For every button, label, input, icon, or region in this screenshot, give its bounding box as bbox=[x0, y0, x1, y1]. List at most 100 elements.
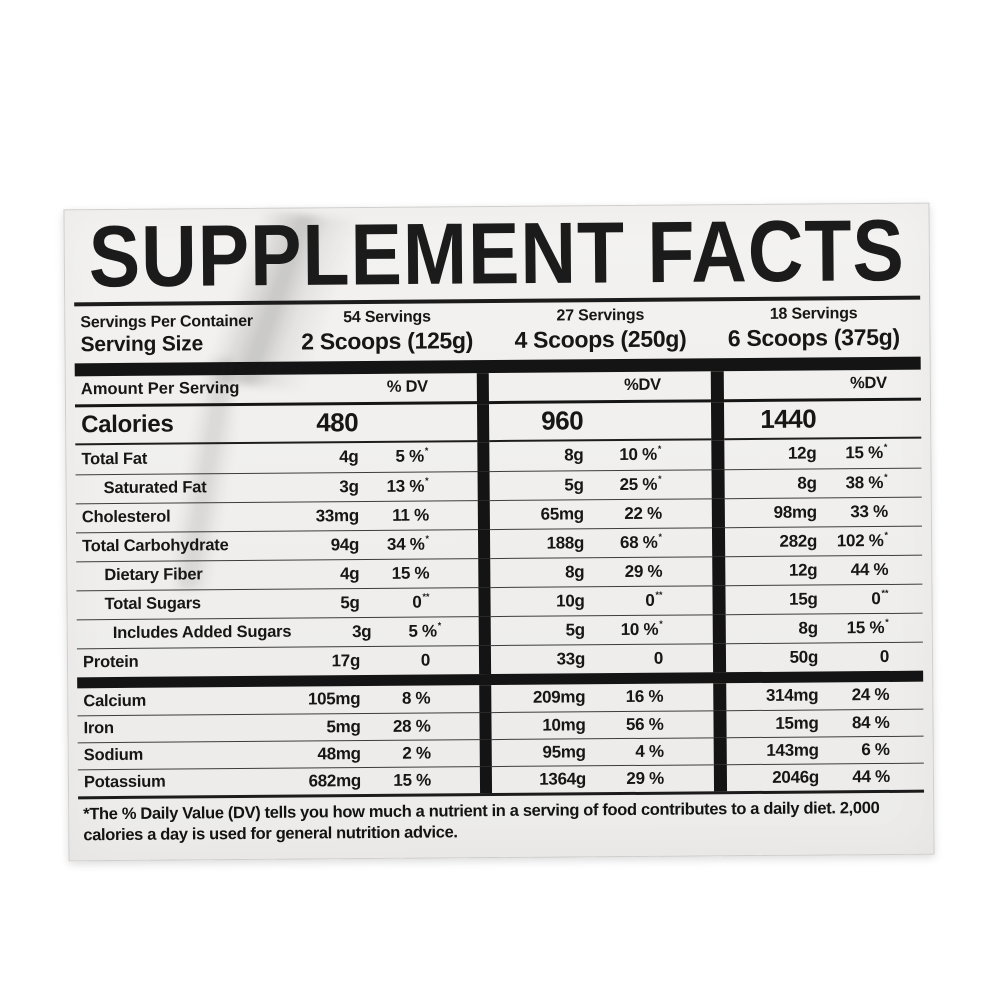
dv-value: 68 %* bbox=[619, 531, 663, 552]
column-group-3: 8g 38 %* bbox=[724, 467, 922, 498]
column-group-3: %DV bbox=[723, 369, 921, 402]
servings-per-container-label: Servings Per Container bbox=[80, 312, 253, 331]
column-group-2: 8g 29 % bbox=[490, 555, 713, 587]
daily-value-footnote: *The % Daily Value (DV) tells you how mu… bbox=[83, 798, 880, 845]
amount-value: 2046g bbox=[772, 766, 820, 787]
column-divider bbox=[712, 555, 726, 585]
dv-value: 5 %* bbox=[408, 619, 442, 641]
column-group-1: Calcium 105mg 8 % bbox=[77, 685, 479, 715]
nutrient-name: Cholesterol bbox=[81, 507, 171, 527]
serving-column-2: 27 Servings 4 Scoops (250g) bbox=[494, 306, 708, 354]
servings-count: 54 Servings bbox=[343, 308, 431, 326]
amount-value: 282g bbox=[779, 531, 818, 551]
amount-value: 50g bbox=[789, 646, 819, 667]
amount-value: 10g bbox=[556, 590, 585, 611]
amount-per-serving-label: Amount Per Serving bbox=[80, 379, 240, 399]
dv-footnote-mark: * bbox=[425, 533, 430, 544]
dv-value: 24 % bbox=[851, 684, 890, 705]
nutrient-name: Iron bbox=[83, 719, 114, 738]
nutrient-name: Saturated Fat bbox=[103, 478, 207, 498]
amount-value: 4g bbox=[339, 447, 359, 467]
amount-value: 17g bbox=[331, 650, 361, 670]
amount-value: 10mg bbox=[542, 714, 586, 735]
column-group-2: 10g 0** bbox=[490, 584, 713, 616]
column-divider bbox=[479, 738, 492, 766]
amount-value: 682mg bbox=[308, 770, 362, 791]
nutrient-name: Potassium bbox=[83, 772, 166, 792]
dv-value: 0 bbox=[879, 646, 890, 666]
amount-value: 1364g bbox=[539, 768, 587, 789]
dv-footnote-mark: * bbox=[657, 443, 662, 454]
column-group-1: Total Sugars 5g 0** bbox=[76, 586, 479, 619]
column-divider bbox=[711, 439, 725, 469]
column-divider bbox=[478, 557, 491, 587]
calories-label: Calories bbox=[81, 410, 174, 438]
dv-footnote-mark: * bbox=[659, 618, 663, 629]
dv-value: 56 % bbox=[625, 714, 664, 734]
column-group-3: 8g 15 %* bbox=[725, 612, 923, 643]
column-group-1: Saturated Fat 3g 13 %* bbox=[75, 470, 478, 503]
dv-header: % DV bbox=[386, 377, 428, 396]
dv-value: 6 % bbox=[861, 739, 890, 759]
empty-cell bbox=[358, 422, 428, 423]
nutrient-name: Protein bbox=[82, 652, 139, 672]
column-divider bbox=[711, 468, 725, 498]
calories-value: 480 bbox=[316, 407, 359, 438]
dv-footnote-mark: ** bbox=[422, 591, 430, 602]
page-title: SUPPLEMENT FACTS bbox=[88, 202, 906, 306]
dv-value: 15 %* bbox=[845, 441, 888, 463]
column-group-3: 98mg 33 % bbox=[724, 496, 922, 527]
amount-value: 8g bbox=[564, 445, 584, 465]
amount-value: 3g bbox=[352, 621, 372, 641]
column-group-3: 1440 bbox=[723, 400, 922, 440]
column-divider bbox=[710, 401, 725, 440]
dv-value: 102 %* bbox=[836, 529, 889, 550]
column-group-1: Calories 480 bbox=[75, 403, 478, 445]
amount-value: 4g bbox=[339, 563, 360, 583]
calories-value: 960 bbox=[541, 405, 584, 436]
dv-value: 38 %* bbox=[845, 471, 888, 492]
column-divider bbox=[713, 763, 728, 791]
serving-size-label: Serving Size bbox=[80, 331, 204, 356]
column-divider bbox=[712, 642, 727, 672]
amount-value: 5mg bbox=[326, 716, 361, 736]
dv-value: 4 % bbox=[635, 741, 664, 761]
column-group-3: 12g 44 % bbox=[725, 554, 923, 585]
nutrient-rows-section: Total Fat 4g 5 %* 8g 10 %* 12g 15 %* Saturated … bbox=[75, 438, 924, 677]
column-group-1: Cholesterol 33mg 11 % bbox=[75, 499, 478, 532]
serving-size-value: 2 Scoops (125g) bbox=[301, 326, 474, 355]
serving-info-section: Servings Per Container Serving Size 54 S… bbox=[74, 302, 920, 361]
column-divider bbox=[713, 682, 727, 710]
amount-value: 5g bbox=[340, 592, 360, 612]
amount-value: 94g bbox=[330, 534, 360, 554]
dv-footnote-mark: * bbox=[658, 473, 662, 484]
column-group-2: 1364g 29 % bbox=[491, 763, 715, 793]
serving-size-value: 4 Scoops (250g) bbox=[514, 325, 687, 353]
dv-footnote-mark: * bbox=[884, 471, 888, 482]
column-divider bbox=[713, 709, 727, 737]
dv-value: 28 % bbox=[392, 716, 431, 736]
column-group-2: 33g 0 bbox=[490, 642, 714, 674]
column-group-2: 188g 68 %* bbox=[489, 526, 713, 558]
dv-value: 0** bbox=[645, 589, 663, 610]
dv-value: 5 %* bbox=[395, 445, 429, 466]
dv-footnote-mark: * bbox=[658, 531, 663, 542]
column-group-2: 10mg 56 % bbox=[491, 709, 714, 739]
serving-size-value: 6 Scoops (375g) bbox=[727, 323, 900, 351]
column-group-1: Potassium 682mg 15 % bbox=[77, 765, 481, 796]
dv-footnote-mark: ** bbox=[881, 587, 889, 598]
dv-footnote-mark: * bbox=[425, 475, 429, 486]
amount-value: 314mg bbox=[765, 685, 819, 705]
dv-value: 84 % bbox=[851, 712, 890, 732]
dv-footnote-mark: * bbox=[437, 619, 442, 630]
column-group-3: 282g 102 %* bbox=[724, 525, 923, 556]
nutrient-name: Dietary Fiber bbox=[104, 565, 203, 585]
column-divider bbox=[478, 644, 492, 674]
nutrient-name: Total Fat bbox=[81, 449, 148, 468]
column-group-3: 314mg 24 % bbox=[726, 681, 923, 710]
column-divider bbox=[712, 613, 726, 643]
serving-column-1: 54 Servings 2 Scoops (125g) bbox=[280, 308, 494, 356]
calories-value: 1440 bbox=[760, 403, 817, 434]
amount-value: 3g bbox=[339, 476, 359, 496]
column-group-1: Protein 17g 0 bbox=[76, 644, 480, 677]
